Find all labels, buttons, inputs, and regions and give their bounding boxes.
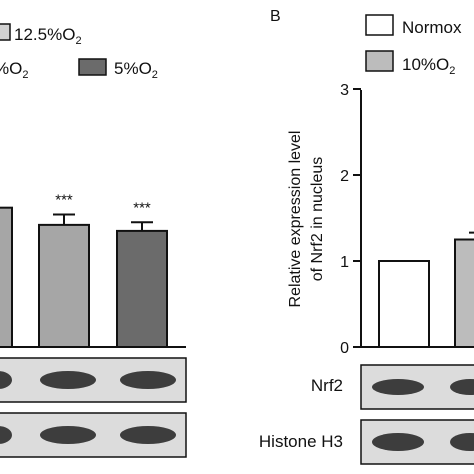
y-tick-label-3: 3 — [340, 82, 349, 99]
bar-a-1 — [38, 223, 90, 349]
band-a-bottom-0 — [0, 426, 12, 444]
panel-label-b: B — [270, 8, 281, 25]
band-a-bottom-2 — [120, 426, 176, 444]
legend-label-7-5: %O2 — [0, 59, 28, 81]
bar-a-2 — [116, 229, 168, 348]
y-ticks-b: 0 1 2 3 — [340, 82, 361, 357]
blot-label-nrf2: Nrf2 — [311, 376, 343, 395]
bands-b — [372, 379, 474, 451]
band-a-top-2 — [120, 371, 176, 389]
bar-b-1 — [454, 238, 474, 348]
panel-b: B Normox 10%O2 Relative expression level… — [259, 8, 474, 465]
blot-label-histone: Histone H3 — [259, 432, 343, 451]
legend-label-12-5: 12.5%O2 — [14, 25, 82, 47]
legend-swatch-normoxia — [365, 14, 394, 36]
significance-a-2: *** — [133, 199, 151, 216]
legend-swatch-5 — [78, 58, 107, 76]
legend-swatch-10 — [365, 50, 394, 72]
panel-a: 12.5%O2 %O2 5%O2 ******* — [0, 23, 187, 458]
y-axis-label-line1: Relative expression level — [287, 131, 304, 308]
bars-a: ******* — [0, 192, 168, 349]
legend-label-10: 10%O2 — [402, 55, 455, 77]
band-a-bottom-1 — [40, 426, 96, 444]
significance-a-1: *** — [55, 192, 73, 209]
band-b-top-1 — [450, 379, 474, 395]
y-tick-label-2: 2 — [340, 168, 349, 185]
bar-a-0 — [0, 206, 13, 348]
band-b-bottom-1 — [450, 433, 474, 451]
band-a-top-0 — [0, 371, 12, 389]
band-a-top-1 — [40, 371, 96, 389]
bars-b — [378, 231, 474, 348]
y-tick-label-0: 0 — [340, 340, 349, 357]
legend-swatch-12-5 — [0, 23, 11, 41]
band-b-top-0 — [372, 379, 424, 395]
y-tick-label-1: 1 — [340, 254, 349, 271]
legend-label-normoxia: Normox — [402, 18, 462, 37]
y-axis-label-line2: of Nrf2 in nucleus — [309, 157, 326, 282]
legend-label-5: 5%O2 — [114, 59, 158, 81]
bands-a — [0, 371, 176, 444]
band-b-bottom-0 — [372, 433, 424, 451]
bar-b-0 — [378, 260, 430, 348]
